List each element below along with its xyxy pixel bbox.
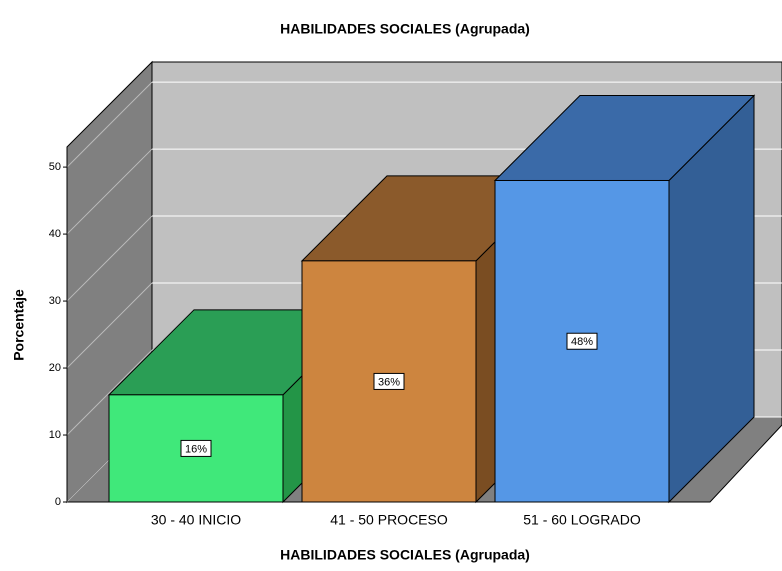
grid-line <box>66 282 153 369</box>
x-axis-title: HABILIDADES SOCIALES (Agrupada) <box>280 547 530 563</box>
value-label-box <box>180 439 212 457</box>
x-tick-label: 51 - 60 LOGRADO <box>523 512 641 528</box>
value-label-box <box>373 372 405 390</box>
y-axis-title: Porcentaje <box>11 289 27 361</box>
y-tick-label: 10 <box>49 429 61 441</box>
chart-title: HABILIDADES SOCIALES (Agrupada) <box>280 21 530 37</box>
y-tick-label: 20 <box>49 362 61 374</box>
y-tick-label: 50 <box>49 161 61 173</box>
value-label: 16% <box>185 443 207 455</box>
value-label-box <box>566 332 598 350</box>
y-tick-label: 0 <box>55 496 61 508</box>
y-tick-label: 30 <box>49 295 61 307</box>
y-tick-label: 40 <box>49 228 61 240</box>
x-tick-label: 30 - 40 INICIO <box>151 512 241 528</box>
bar <box>494 179 670 503</box>
grid-line <box>66 148 153 235</box>
grid-line <box>66 349 153 436</box>
value-label: 48% <box>571 336 593 348</box>
grid-line <box>66 215 153 302</box>
x-tick-label: 41 - 50 PROCESO <box>330 512 448 528</box>
value-label: 36% <box>378 376 400 388</box>
grid-line <box>66 81 153 168</box>
